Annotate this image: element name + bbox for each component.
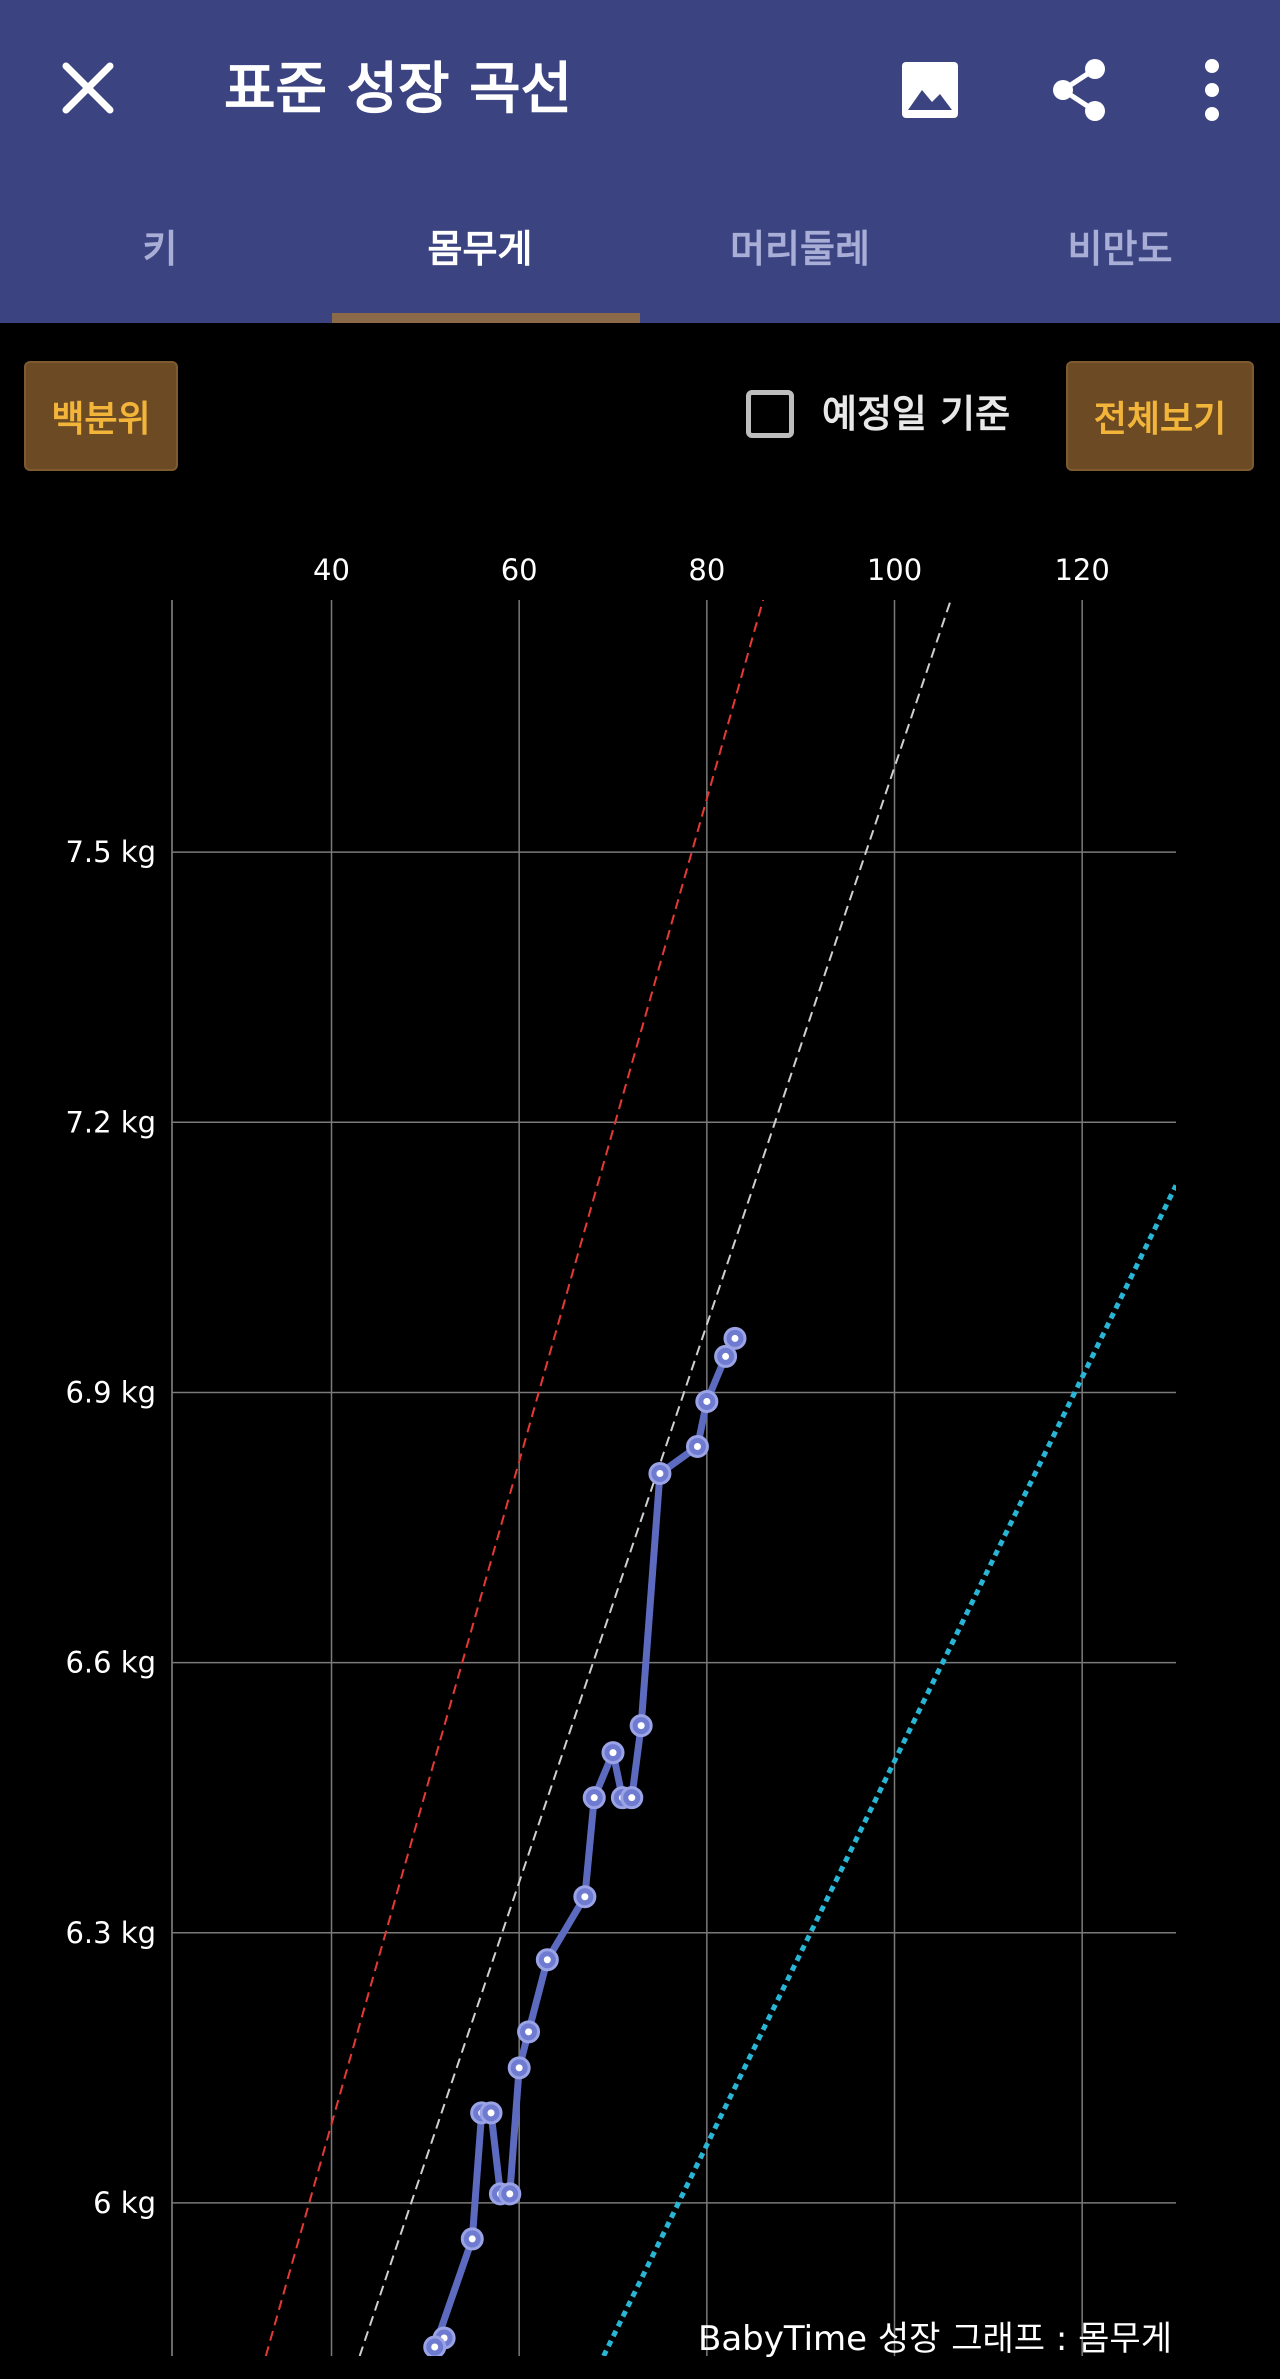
- view-all-button[interactable]: 전체보기: [1066, 361, 1254, 471]
- weight-data-point-center: [506, 2190, 514, 2198]
- x-tick-label: 100: [867, 553, 922, 587]
- chart-footer-caption: BabyTime 성장 그래프 : 몸무게: [698, 2319, 1172, 2359]
- weight-series-line: [431, 1336, 739, 2351]
- weight-data-point-center: [693, 1442, 701, 1450]
- y-tick-label: 6.6 kg: [65, 1646, 156, 1680]
- more-options-button[interactable]: [1170, 48, 1254, 132]
- due-date-checkbox-label: 예정일 기준: [822, 392, 1011, 436]
- tab-obesity[interactable]: 비만도: [1067, 227, 1173, 271]
- close-button[interactable]: [52, 52, 124, 124]
- tab-head-circumference[interactable]: 머리둘레: [730, 227, 870, 271]
- weight-data-point-center: [609, 1749, 617, 1757]
- tab-weight[interactable]: 몸무게: [427, 227, 533, 271]
- reference-line-2: [601, 1184, 1176, 2356]
- weight-data-point-center: [487, 2109, 495, 2117]
- page-title: 표준 성장 곡선: [224, 57, 573, 122]
- x-tick-label: 120: [1054, 553, 1109, 587]
- tab-bar: 키 몸무게 머리둘레 비만도: [0, 200, 1280, 323]
- close-icon: [62, 62, 114, 114]
- y-tick-label: 6.3 kg: [65, 1916, 156, 1950]
- active-tab-indicator: [332, 313, 640, 323]
- weight-data-point-center: [628, 1794, 636, 1802]
- weight-data-point-center: [722, 1352, 730, 1360]
- y-tick-label: 7.2 kg: [65, 1105, 156, 1139]
- weight-data-point-center: [431, 2343, 439, 2351]
- growth-chart: 40 60 80 100 120 6 kg 6.3 kg 6.6 kg 6.9 kg 7.2 kg…: [65, 553, 1176, 2359]
- x-tick-label: 80: [688, 553, 725, 587]
- y-tick-label: 6 kg: [93, 2186, 156, 2220]
- weight-data-point-center: [656, 1469, 664, 1477]
- y-tick-label: 6.9 kg: [65, 1375, 156, 1409]
- weight-data-point-center: [703, 1397, 711, 1405]
- due-date-checkbox[interactable]: [746, 390, 794, 438]
- weight-data-point-center: [637, 1722, 645, 1730]
- weight-data-point-center: [468, 2235, 476, 2243]
- weight-data-point-center: [515, 2064, 523, 2072]
- share-button[interactable]: [1038, 48, 1122, 132]
- save-image-button[interactable]: [888, 48, 972, 132]
- weight-data-point-center: [731, 1334, 739, 1342]
- share-icon: [1053, 59, 1105, 121]
- image-icon: [902, 62, 958, 118]
- x-tick-label: 40: [313, 553, 350, 587]
- reference-line-1: [358, 600, 952, 2356]
- weight-data-point-center: [590, 1794, 598, 1802]
- more-vert-icon: [1205, 59, 1219, 121]
- weight-data-point-center: [543, 1956, 551, 1964]
- weight-data-point-center: [525, 2028, 533, 2036]
- y-tick-label: 7.5 kg: [65, 835, 156, 869]
- app-bar: 표준 성장 곡선 키 몸무게 머리둘레 비만도: [0, 0, 1280, 323]
- tab-height[interactable]: 키: [142, 227, 178, 271]
- weight-data-point-center: [581, 1893, 589, 1901]
- x-tick-label: 60: [501, 553, 538, 587]
- percentile-button[interactable]: 백분위: [24, 361, 178, 471]
- reference-line-0: [264, 600, 765, 2356]
